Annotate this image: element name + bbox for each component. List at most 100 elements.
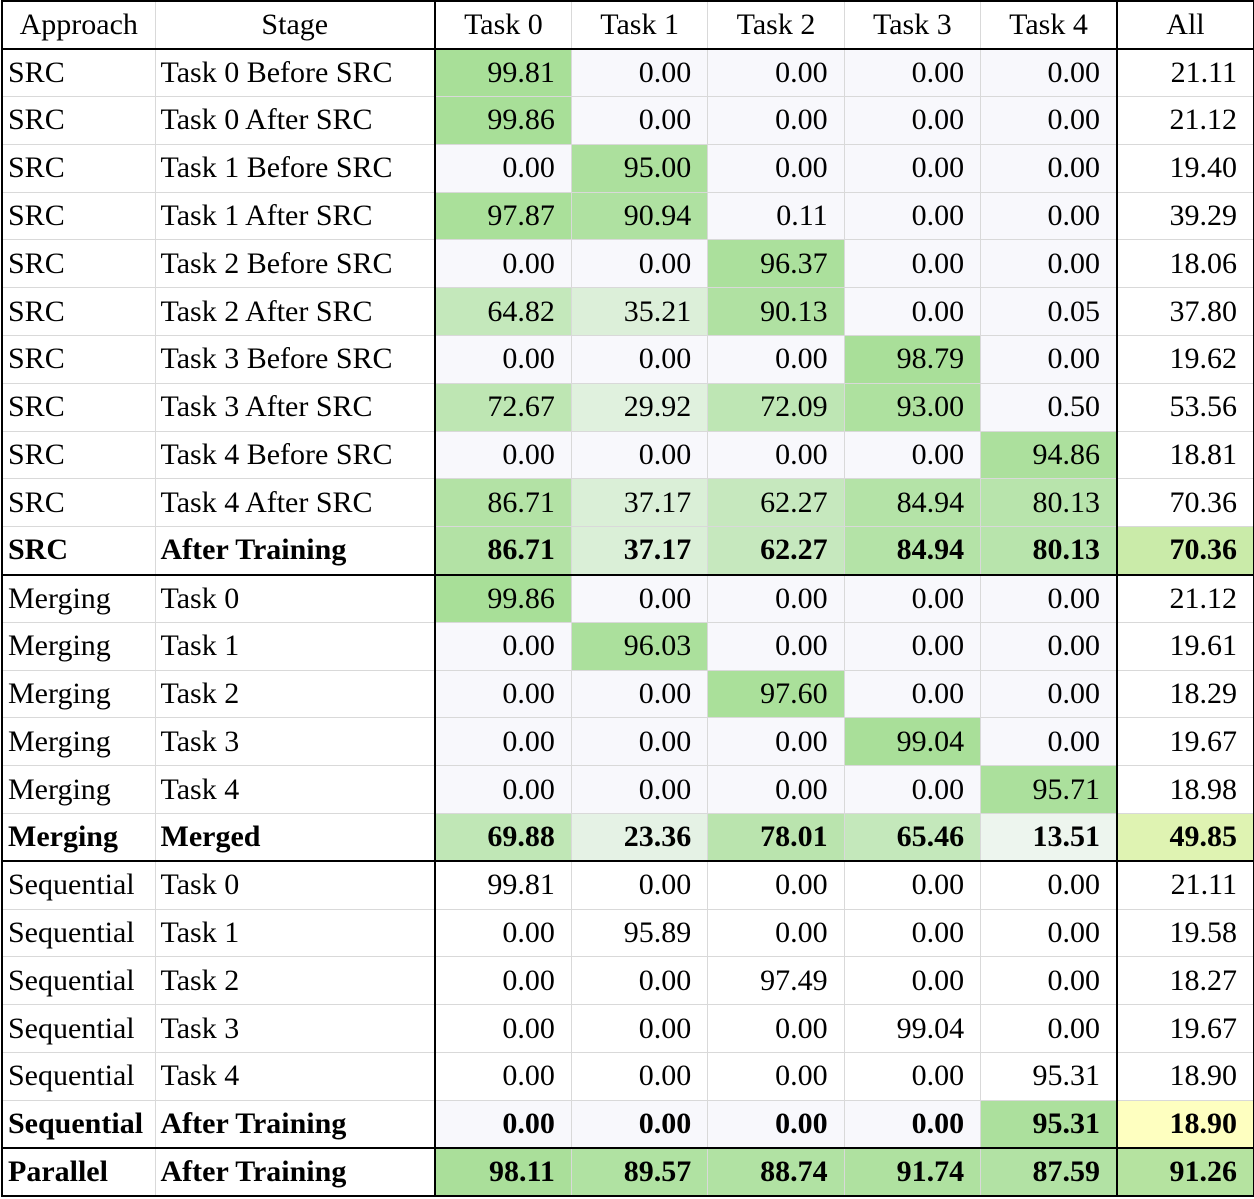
cell-task-0: 0.00 [435,765,572,815]
cell-all: 19.62 [1116,335,1254,384]
header-task-2: Task 2 [707,0,845,50]
cell-task-2: 0.00 [707,717,845,767]
cell-task-3: 0.00 [844,765,982,815]
cell-task-0: 0.00 [435,622,572,671]
cell-stage: Task 3 [155,1004,436,1054]
cell-approach: Sequential [1,861,156,910]
cell-task-3: 0.00 [844,287,982,337]
table-row: SRC Task 0 After SRC 99.86 0.00 0.00 0.00 0.00… [1,96,1254,145]
cell-approach: Merging [1,670,156,719]
cell-task-1: 37.17 [571,478,709,528]
table-row: Merging Task 3 0.00 0.00 0.00 99.04 0.00 19.67 [1,717,1254,767]
cell-approach: SRC [1,478,156,528]
cell-all: 39.29 [1116,192,1254,241]
cell-task-4: 0.00 [980,192,1118,241]
cell-approach: SRC [1,526,156,576]
cell-task-3: 0.00 [844,956,982,1006]
cell-all: 70.36 [1116,526,1254,576]
cell-stage: Task 4 Before SRC [155,431,436,480]
table-row: SRC Task 0 Before SRC 99.81 0.00 0.00 0.00 0.0… [1,48,1254,98]
cell-task-4: 95.71 [980,765,1118,815]
table-row: SRC Task 1 After SRC 97.87 90.94 0.11 0.00 0.0… [1,192,1254,241]
cell-task-2: 0.00 [707,335,845,384]
cell-task-0: 69.88 [435,813,572,863]
cell-approach: Sequential [1,956,156,1006]
table-body: SRC Task 0 Before SRC 99.81 0.00 0.00 0.00 0.0… [1,48,1254,1197]
cell-task-2: 0.11 [707,192,845,241]
cell-task-2: 0.00 [707,622,845,671]
header-task-0: Task 0 [435,0,572,50]
cell-stage: After Training [155,1100,436,1150]
cell-task-1: 0.00 [571,861,709,910]
cell-task-4: 0.50 [980,383,1118,432]
table-row: Sequential Task 0 99.81 0.00 0.00 0.00 0.00 21.… [1,861,1254,910]
cell-task-3: 0.00 [844,1100,982,1150]
cell-all: 19.40 [1116,144,1254,193]
cell-task-2: 0.00 [707,574,845,623]
cell-stage: Task 2 After SRC [155,287,436,337]
table-row: SRC Task 1 Before SRC 0.00 95.00 0.00 0.00 0.0… [1,144,1254,193]
cell-stage: Task 3 Before SRC [155,335,436,384]
cell-task-0: 98.11 [435,1148,572,1197]
table-row: SRC Task 2 Before SRC 0.00 0.00 96.37 0.00 0.0… [1,239,1254,289]
cell-all: 18.06 [1116,239,1254,289]
cell-task-4: 0.00 [980,909,1118,958]
cell-task-1: 0.00 [571,765,709,815]
table-row: SRC Task 4 Before SRC 0.00 0.00 0.00 0.00 94.8… [1,431,1254,480]
cell-all: 91.26 [1116,1148,1254,1197]
cell-stage: Task 2 Before SRC [155,239,436,289]
cell-task-3: 0.00 [844,861,982,910]
header-task-3: Task 3 [844,0,982,50]
cell-task-2: 97.60 [707,670,845,719]
cell-task-3: 0.00 [844,622,982,671]
cell-approach: SRC [1,239,156,289]
cell-stage: Task 4 [155,765,436,815]
table-row: Merging Task 2 0.00 0.00 97.60 0.00 0.00 18.29 [1,670,1254,719]
cell-task-3: 0.00 [844,48,982,98]
cell-task-0: 0.00 [435,1004,572,1054]
cell-task-1: 0.00 [571,1004,709,1054]
cell-task-3: 91.74 [844,1148,982,1197]
cell-task-3: 84.94 [844,478,982,528]
cell-task-1: 89.57 [571,1148,709,1197]
cell-task-3: 65.46 [844,813,982,863]
cell-task-1: 37.17 [571,526,709,576]
cell-task-4: 0.00 [980,717,1118,767]
table-row: Sequential Task 3 0.00 0.00 0.00 99.04 0.00 19.… [1,1004,1254,1054]
cell-task-4: 0.00 [980,96,1118,145]
cell-task-2: 0.00 [707,48,845,98]
cell-task-3: 93.00 [844,383,982,432]
cell-all: 19.67 [1116,717,1254,767]
cell-task-4: 80.13 [980,526,1118,576]
cell-task-1: 0.00 [571,96,709,145]
cell-stage: Task 2 [155,956,436,1006]
cell-task-0: 0.00 [435,144,572,193]
header-approach: Approach [1,0,156,50]
cell-task-2: 97.49 [707,956,845,1006]
cell-stage: After Training [155,1148,436,1197]
cell-task-4: 13.51 [980,813,1118,863]
cell-all: 53.56 [1116,383,1254,432]
cell-approach: Sequential [1,909,156,958]
cell-stage: Task 3 After SRC [155,383,436,432]
cell-task-4: 0.00 [980,48,1118,98]
table-row: SRC After Training 86.71 37.17 62.27 84.94 80.… [1,526,1254,576]
cell-task-1: 0.00 [571,670,709,719]
cell-task-1: 96.03 [571,622,709,671]
cell-stage: Task 1 [155,622,436,671]
cell-approach: Parallel [1,1148,156,1197]
cell-task-0: 86.71 [435,478,572,528]
cell-task-3: 0.00 [844,909,982,958]
cell-task-2: 0.00 [707,861,845,910]
cell-stage: Task 0 [155,861,436,910]
table-row: Merging Task 0 99.86 0.00 0.00 0.00 0.00 21.12 [1,574,1254,623]
cell-all: 37.80 [1116,287,1254,337]
cell-task-1: 90.94 [571,192,709,241]
cell-task-3: 98.79 [844,335,982,384]
table-row: SRC Task 2 After SRC 64.82 35.21 90.13 0.00 0.… [1,287,1254,337]
cell-task-1: 0.00 [571,335,709,384]
cell-approach: SRC [1,383,156,432]
cell-task-1: 29.92 [571,383,709,432]
cell-all: 18.81 [1116,431,1254,480]
cell-task-3: 0.00 [844,239,982,289]
